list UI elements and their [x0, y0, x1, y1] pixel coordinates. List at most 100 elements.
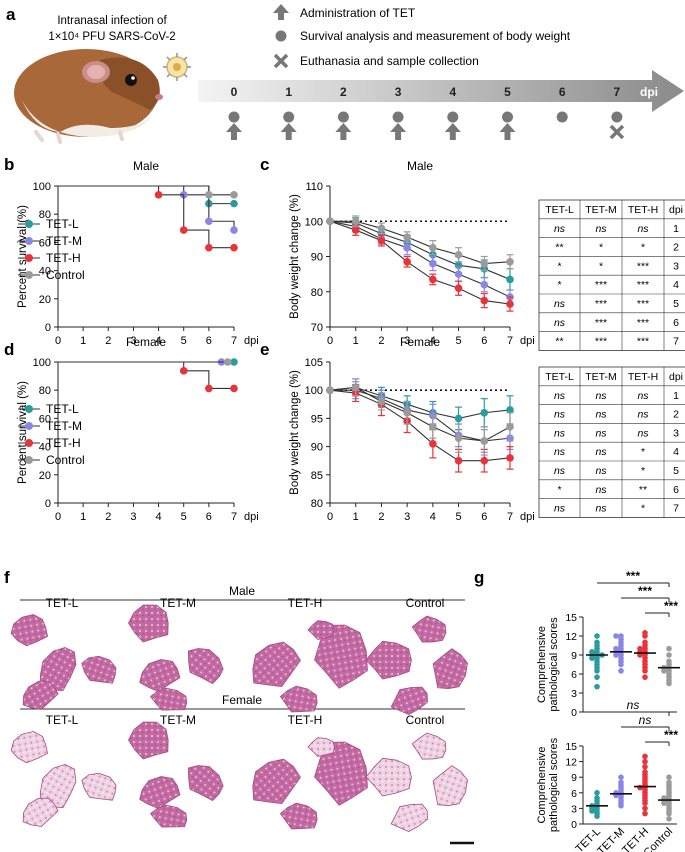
- data-point: [506, 257, 514, 266]
- timeline-arrow: [198, 70, 684, 112]
- x-tick-label: 1: [80, 511, 86, 523]
- f-male-title: Male: [229, 584, 255, 598]
- y-tick-label: 15: [565, 612, 577, 624]
- legend-label: TET-H: [46, 251, 81, 265]
- survival-point: [230, 199, 238, 208]
- series-line: [329, 386, 511, 442]
- table-cell: 6: [673, 484, 679, 496]
- table-header: TET-L: [545, 204, 574, 216]
- series-line: [330, 220, 511, 265]
- y-axis-label-line1: Comprehensive: [536, 746, 548, 823]
- timeline-arrow-icon: [499, 123, 516, 140]
- survival-point: [230, 226, 238, 234]
- y-tick-label: 6: [571, 788, 577, 800]
- chart-c: Male 70 80 90 100 110 0 1 2 3 4 5 6 7 dpi Body weight c…: [289, 159, 535, 347]
- x-tick-label: 3: [404, 335, 410, 347]
- table-cell: 6: [673, 317, 679, 329]
- y-tick-label: 15: [565, 741, 577, 753]
- y-axis-label: Body weight change (%): [289, 194, 301, 319]
- y-tick-label: 0: [45, 498, 51, 510]
- lung-tissue-section: [187, 765, 224, 801]
- x-tick-label: 1: [353, 335, 359, 347]
- y-tick-label: 40: [39, 266, 51, 278]
- series-line: [329, 386, 511, 419]
- table-header: TET-L: [545, 371, 574, 383]
- table-cell: ***: [637, 336, 649, 348]
- table-cell: ***: [637, 317, 649, 329]
- score-point: [618, 779, 624, 786]
- x-tick-label: 1: [80, 335, 86, 347]
- lung-tissue-section: [150, 687, 188, 711]
- table-header: TET-H: [628, 371, 658, 383]
- survival-point: [205, 217, 213, 226]
- x-tick-label: 3: [404, 511, 410, 523]
- table-cell: ***: [637, 279, 649, 291]
- data-point: [429, 439, 437, 448]
- x-tick-label: 2: [105, 335, 111, 347]
- x-axis-label: dpi: [520, 511, 535, 523]
- legend-survival: Survival analysis and measurement of bod…: [300, 29, 571, 43]
- data-point: [506, 300, 514, 308]
- timeline-arrow-icon: [444, 123, 461, 140]
- score-point: [642, 630, 648, 636]
- y-tick-label: 3: [571, 688, 577, 700]
- y-axis-label: Percent survival (%): [17, 381, 29, 484]
- series-line: [329, 389, 511, 462]
- y-tick-label: 3: [571, 803, 577, 815]
- data-point: [429, 275, 437, 284]
- data-point: [403, 257, 411, 266]
- table-cell: *: [641, 446, 645, 458]
- table-cell: ns: [637, 223, 649, 235]
- y-tick-label: 95: [311, 413, 323, 425]
- cross-stroke: [609, 124, 625, 140]
- score-point: [642, 753, 648, 760]
- panel-label-c: c: [260, 155, 269, 174]
- x-tick-label: 6: [481, 511, 487, 523]
- table-cell: ns: [637, 409, 649, 421]
- score-point: [642, 805, 648, 812]
- x-tick-label: 5: [456, 335, 462, 347]
- x-tick-label: 5: [181, 335, 187, 347]
- significance-label: ***: [626, 569, 640, 583]
- panel-label-g: g: [474, 568, 484, 587]
- chart-title: Male: [407, 159, 433, 173]
- table-header: TET-M: [585, 371, 617, 383]
- infection-line-2: 1×10⁴ PFU SARS-CoV-2: [48, 31, 175, 43]
- y-axis-label: Body weight change (%): [289, 370, 301, 495]
- survival-point: [179, 226, 188, 234]
- score-point: [589, 649, 595, 655]
- y-tick-label: 20: [39, 294, 51, 306]
- chart-title: Male: [133, 159, 159, 173]
- data-point: [480, 296, 489, 305]
- lung-tissue-section: [81, 772, 117, 801]
- legend-label: Control: [46, 453, 85, 467]
- timeline-circle-icon: [447, 111, 459, 123]
- y-tick-label: 85: [311, 470, 323, 482]
- lung-tissue-section: [432, 765, 468, 806]
- timeline-day-label: 4: [449, 85, 456, 99]
- table-cell: ns: [595, 446, 607, 458]
- table-cell: ns: [595, 390, 607, 402]
- score-point: [666, 816, 672, 822]
- x-tick-label: 7: [231, 511, 237, 523]
- y-tick-label: 0: [571, 819, 577, 831]
- x-tick-label: 6: [206, 335, 212, 347]
- lung-tissue-section: [307, 620, 335, 640]
- lung-tissue-section: [128, 721, 169, 760]
- lung-tissue-section: [22, 797, 59, 827]
- significance-label: ***: [638, 584, 652, 598]
- timeline-day-label: 3: [395, 85, 402, 99]
- x-tick-label: 2: [378, 335, 384, 347]
- data-point: [429, 423, 437, 431]
- timeline-day-label: 0: [231, 85, 238, 99]
- timeline-arrow-icon: [390, 123, 407, 140]
- y-tick-label: 9: [571, 650, 577, 662]
- table-cell: **: [555, 242, 563, 254]
- tissue-images-male: TET-L TET-M TET-H Control: [10, 596, 468, 715]
- score-point: [613, 633, 619, 639]
- lung-tissue-section: [139, 776, 181, 810]
